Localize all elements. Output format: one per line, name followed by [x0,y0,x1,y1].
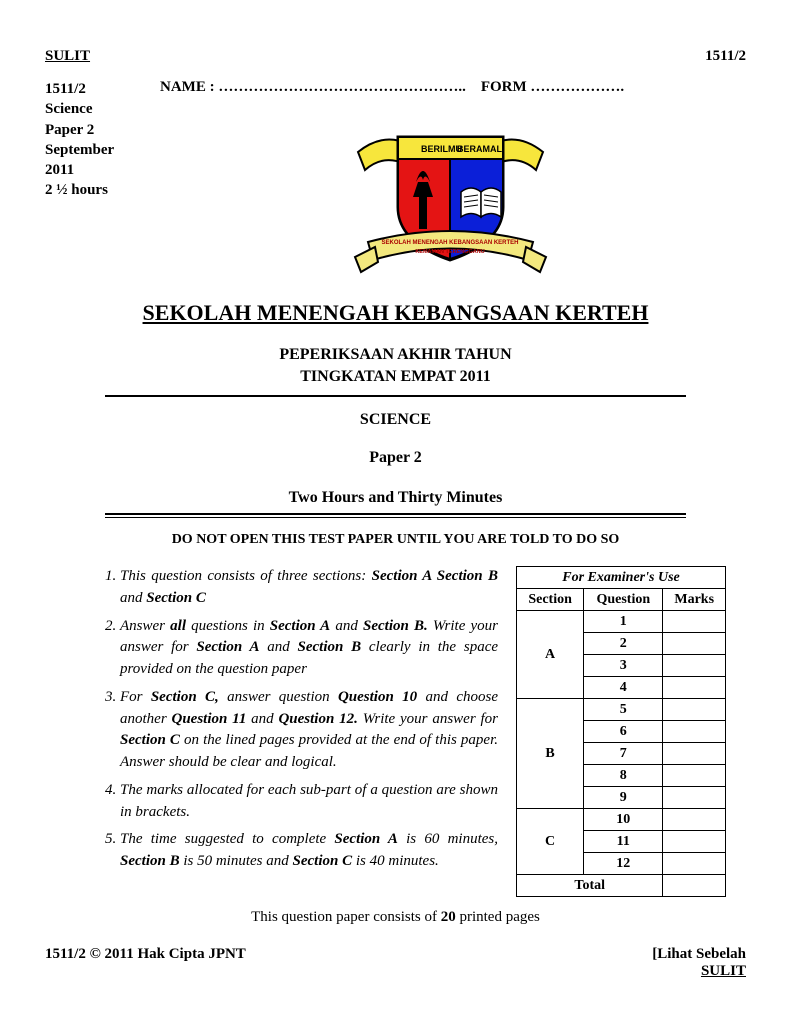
marks-cell [663,721,726,743]
col-question: Question [584,589,663,611]
subject-label: SCIENCE [45,411,746,429]
page-count: This question paper consists of 20 print… [45,909,746,926]
motto-right: BERAMAL [457,144,502,154]
meta-left: 1511/2 Science Paper 2 September 2011 2 … [45,79,155,282]
marks-table: For Examiner's Use Section Question Mark… [516,566,726,897]
header-row: SULIT 1511/2 [45,48,746,65]
marks-cell [663,677,726,699]
meta-block: 1511/2 Science Paper 2 September 2011 2 … [45,79,746,282]
meta-month: September [45,140,155,160]
instructions: This question consists of three sections… [100,566,498,897]
double-divider [105,513,686,518]
header-right: 1511/2 [705,48,746,65]
marks-cell [663,611,726,633]
meta-code: 1511/2 [45,79,155,99]
question-cell: 10 [584,809,663,831]
school-title: SEKOLAH MENENGAH KEBANGSAAN KERTEH [45,300,746,326]
motto-left: BERILMU [421,144,462,154]
section-cell: A [517,611,584,699]
question-cell: 8 [584,765,663,787]
school-crest-icon: BERILMU BERAMAL SEKOLAH MENENGAH KEBANGS… [353,102,548,282]
meta-paper: Paper 2 [45,120,155,140]
marks-cell [663,743,726,765]
footer-right1: [Lihat Sebelah [652,946,746,962]
marks-cell [663,699,726,721]
instruction-3: For Section C, answer question Question … [120,687,498,774]
marks-cell [663,787,726,809]
instruction-5: The time suggested to complete Section A… [120,829,498,873]
question-cell: 11 [584,831,663,853]
marks-cell [663,831,726,853]
marks-table-wrap: For Examiner's Use Section Question Mark… [516,566,726,897]
col-section: Section [517,589,584,611]
section-cell: C [517,809,584,875]
question-cell: 6 [584,721,663,743]
header-left: SULIT [45,48,90,65]
marks-cell [663,655,726,677]
meta-subject: Science [45,99,155,119]
question-cell: 5 [584,699,663,721]
question-cell: 3 [584,655,663,677]
exam-line2: TINGKATAN EMPAT 2011 [45,366,746,388]
divider-1 [105,395,686,397]
form-label: FORM ………………. [481,79,624,95]
footer: 1511/2 © 2011 Hak Cipta JPNT [Lihat Sebe… [45,946,746,980]
question-cell: 7 [584,743,663,765]
meta-year: 2011 [45,160,155,180]
paper-label: Paper 2 [45,449,746,467]
footer-left: 1511/2 © 2011 Hak Cipta JPNT [45,946,246,980]
section-cell: B [517,699,584,809]
question-cell: 12 [584,853,663,875]
total-label: Total [517,875,663,897]
exam-title: PEPERIKSAAN AKHIR TAHUN TINGKATAN EMPAT … [45,344,746,387]
meta-right: NAME : ………………………………………….. FORM ………………. [155,79,746,282]
question-cell: 4 [584,677,663,699]
instruction-2: Answer all questions in Section A and Se… [120,616,498,681]
marks-cell [663,809,726,831]
svg-text:SEKOLAH MENENGAH KEBANGSAAN KE: SEKOLAH MENENGAH KEBANGSAAN KERTEH [381,240,518,246]
name-label: NAME : ………………………………………….. [160,79,466,95]
svg-text:KEMAMAN TERENGGANU: KEMAMAN TERENGGANU [415,249,484,255]
crest-wrap: BERILMU BERAMAL SEKOLAH MENENGAH KEBANGS… [155,102,746,282]
duration-text: Two Hours and Thirty Minutes [45,489,746,507]
warning-text: DO NOT OPEN THIS TEST PAPER UNTIL YOU AR… [45,532,746,548]
instruction-4: The marks allocated for each sub-part of… [120,780,498,824]
exam-line1: PEPERIKSAAN AKHIR TAHUN [45,344,746,366]
footer-right2: SULIT [701,963,746,979]
footer-right: [Lihat Sebelah SULIT [652,946,746,980]
question-cell: 1 [584,611,663,633]
marks-cell [663,765,726,787]
question-cell: 9 [584,787,663,809]
col-marks: Marks [663,589,726,611]
total-cell [663,875,726,897]
marks-cell [663,853,726,875]
marks-table-title: For Examiner's Use [517,567,726,589]
meta-duration: 2 ½ hours [45,180,155,200]
name-form-line: NAME : ………………………………………….. FORM ………………. [155,79,746,96]
question-cell: 2 [584,633,663,655]
body-row: This question consists of three sections… [45,566,746,897]
instruction-1: This question consists of three sections… [120,566,498,610]
marks-cell [663,633,726,655]
